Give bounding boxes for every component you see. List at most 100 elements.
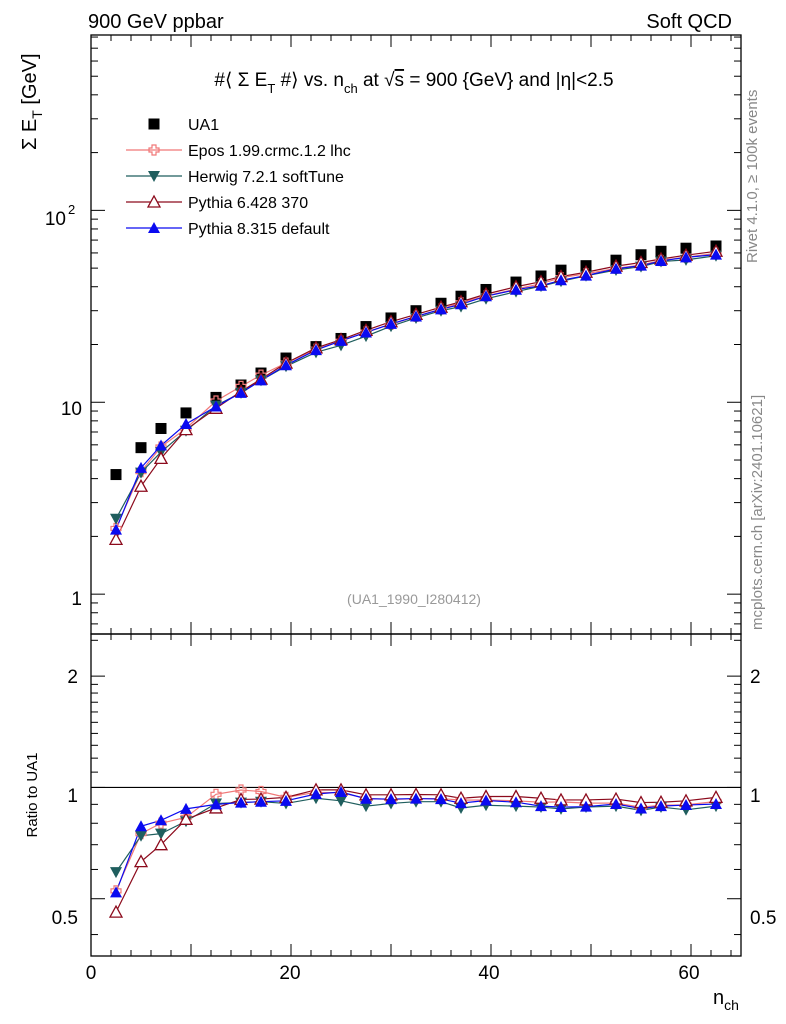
- legend-label-epos-1-99-crmc-1-2-lhc: Epos 1.99.crmc.1.2 lhc: [188, 143, 351, 160]
- ratio-point-pythia-8-315-default: [310, 787, 322, 799]
- ratio-point-pythia-8-315-default: [655, 800, 667, 812]
- series-markers: [108, 240, 724, 918]
- ratio-point-pythia-8-315-default: [335, 785, 347, 797]
- data-point-ua1: [135, 442, 147, 454]
- data-point-pythia-8-315-default: [235, 386, 247, 398]
- ratio-point-pythia-8-315-default: [155, 814, 167, 826]
- ratio-point-pythia-8-315-default: [210, 798, 222, 810]
- data-point-pythia-8-315-default: [510, 283, 522, 295]
- ratio-point-pythia-8-315-default: [480, 794, 492, 806]
- data-point-pythia-8-315-default: [580, 269, 592, 281]
- data-point-pythia-8-315-default: [135, 461, 147, 473]
- ratio-point-pythia-8-315-default: [235, 796, 247, 808]
- x-tick-label-0: 0: [86, 963, 97, 984]
- data-point-pythia-8-315-default: [710, 248, 722, 260]
- data-point-pythia-8-315-default: [180, 418, 192, 430]
- y-tick-label-1: 1: [71, 589, 82, 610]
- ratio-point-pythia-8-315-default: [135, 820, 147, 832]
- ratio-point-pythia-8-315-default: [510, 796, 522, 808]
- ratio-point-pythia-8-315-default: [180, 802, 192, 814]
- data-point-pythia-8-315-default: [535, 279, 547, 291]
- legend-marker-pythia-8-315-default: [148, 222, 160, 233]
- mcplots-label: mcplots.cern.ch [arXiv:2401.10621]: [749, 395, 766, 630]
- y-tick-label-10: 10: [61, 399, 82, 420]
- ratio-point-pythia-8-315-default: [610, 797, 622, 809]
- header-right-label: Soft QCD: [646, 11, 732, 33]
- data-point-pythia-8-315-default: [555, 274, 567, 286]
- axis-ticks: [90, 35, 741, 956]
- data-point-pythia-8-315-default: [655, 254, 667, 266]
- ratio-point-herwig-7-2-1-softtune: [135, 830, 147, 842]
- legend-label-ua1: UA1: [188, 117, 219, 134]
- ratio-point-pythia-8-315-default: [555, 801, 567, 813]
- data-point-pythia-8-315-default: [455, 298, 467, 310]
- header-left-label: 900 GeV ppbar: [88, 11, 224, 33]
- ratio-line-herwig-7-2-1-softtune: [115, 797, 717, 873]
- legend-label-pythia-6-428-370: Pythia 6.428 370: [188, 195, 308, 212]
- data-point-pythia-6-428-370: [108, 532, 124, 546]
- data-point-ua1: [210, 391, 222, 403]
- legend-marker-pythia-6-428-370: [146, 194, 162, 208]
- rivet-label: Rivet 4.1.0, ≥ 100k events: [744, 90, 761, 263]
- ratio-tick-label-right-1: 1: [750, 786, 761, 807]
- ratio-tick-label-0.5: 0.5: [52, 908, 78, 929]
- legend-label-herwig-7-2-1-softtune: Herwig 7.2.1 softTune: [188, 169, 344, 186]
- ratio-point-pythia-8-315-default: [455, 797, 467, 809]
- legend-marker-epos-1-99-crmc-1-2-lhc: [148, 144, 160, 156]
- ratio-point-herwig-7-2-1-softtune: [335, 795, 347, 807]
- ratio-point-pythia-8-315-default: [110, 886, 122, 898]
- ratio-point-epos-1-99-crmc-1-2-lhc: [235, 784, 247, 796]
- ratio-point-pythia-8-315-default: [680, 799, 692, 811]
- x-tick-label-20: 20: [279, 963, 300, 984]
- data-point-pythia-8-315-default: [335, 334, 347, 346]
- ratio-tick-label-1: 1: [67, 786, 78, 807]
- data-point-pythia-8-315-default: [255, 374, 267, 386]
- data-point-pythia-8-315-default: [110, 523, 122, 535]
- ratio-tick-label-right-0.5: 0.5: [750, 908, 776, 929]
- ratio-point-herwig-7-2-1-softtune: [360, 801, 372, 813]
- data-point-pythia-8-315-default: [385, 317, 397, 329]
- ratio-point-herwig-7-2-1-softtune: [155, 828, 167, 840]
- data-point-pythia-8-315-default: [635, 259, 647, 271]
- data-point-pythia-8-315-default: [410, 310, 422, 322]
- data-point-herwig-7-2-1-softtune: [110, 513, 122, 525]
- ratio-point-pythia-8-315-default: [635, 802, 647, 814]
- data-point-ua1: [180, 407, 192, 419]
- analysis-id: (UA1_1990_I280412): [347, 591, 481, 607]
- main-title: #⟨ Σ ET #⟩ vs. nch at √s = 900 {GeV} and…: [214, 70, 613, 96]
- data-point-ua1: [655, 245, 667, 257]
- data-point-pythia-8-315-default: [360, 326, 372, 338]
- ratio-point-pythia-8-315-default: [255, 795, 267, 807]
- ratio-point-pythia-8-315-default: [385, 793, 397, 805]
- ratio-point-pythia-8-315-default: [535, 800, 547, 812]
- ratio-frame: [90, 633, 742, 957]
- legend-marker-herwig-7-2-1-softtune: [148, 171, 160, 182]
- data-point-ua1: [110, 469, 122, 481]
- data-point-pythia-8-315-default: [480, 290, 492, 302]
- data-point-pythia-6-428-370: [133, 478, 149, 492]
- legend-marker-ua1: [148, 118, 160, 130]
- ratio-point-pythia-8-315-default: [710, 797, 722, 809]
- series-line-pythia-8-315-default: [115, 254, 717, 530]
- y-tick-label-100-exp: 2: [68, 202, 75, 217]
- x-tick-label-40: 40: [478, 963, 499, 984]
- ratio-tick-label-right-2: 2: [750, 667, 761, 688]
- data-point-pythia-6-428-370: [178, 422, 194, 436]
- data-point-pythia-8-315-default: [435, 303, 447, 315]
- data-point-pythia-8-315-default: [610, 262, 622, 274]
- ratio-point-pythia-8-315-default: [360, 792, 372, 804]
- ratio-tick-label-2: 2: [67, 667, 78, 688]
- x-tick-label-60: 60: [678, 963, 699, 984]
- ratio-point-pythia-8-315-default: [435, 793, 447, 805]
- ratio-point-pythia-8-315-default: [580, 800, 592, 812]
- legend: UA1 Epos 1.99.crmc.1.2 lhc Herwig 7.2.1 so…: [126, 117, 351, 238]
- y-tick-label-100: 10: [45, 209, 66, 230]
- data-point-ua1: [155, 422, 167, 434]
- series-lines: [115, 250, 717, 913]
- data-point-pythia-8-315-default: [680, 251, 692, 263]
- ratio-y-label: Ratio to UA1: [24, 752, 41, 837]
- series-line-epos-1-99-crmc-1-2-lhc: [115, 252, 717, 529]
- ratio-point-pythia-8-315-default: [280, 794, 292, 806]
- series-line-pythia-6-428-370: [115, 250, 717, 540]
